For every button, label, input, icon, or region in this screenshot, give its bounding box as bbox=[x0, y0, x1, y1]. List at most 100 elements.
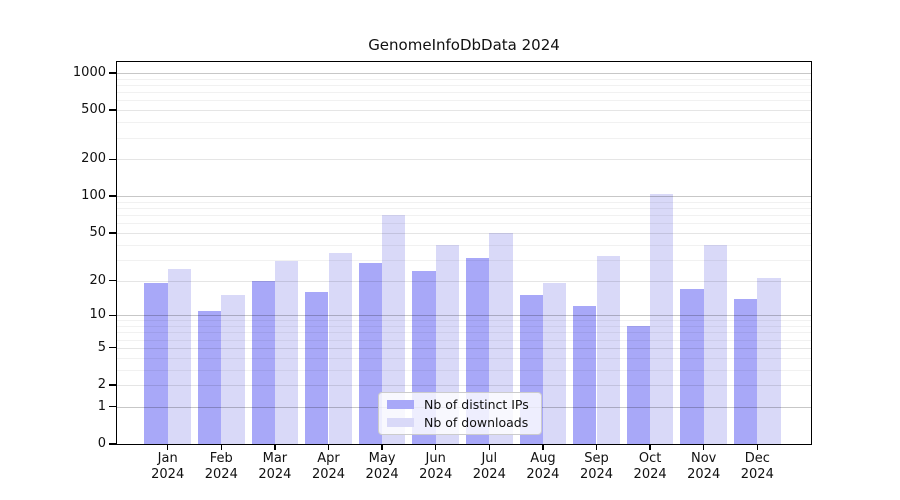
legend-swatch-downloads bbox=[387, 418, 414, 427]
y-tick-label-500: 500 bbox=[81, 102, 106, 118]
bar-downloads-apr bbox=[328, 253, 352, 444]
legend-label-downloads: Nb of downloads bbox=[424, 415, 529, 430]
bar-downloads-feb bbox=[221, 295, 245, 444]
chart-title: GenomeInfoDbData 2024 bbox=[368, 36, 560, 54]
x-tick-label-jan: Jan 2024 bbox=[136, 451, 200, 483]
gridline-minor-300 bbox=[117, 137, 811, 139]
y-tick-label-2: 2 bbox=[97, 377, 106, 392]
gridline-minor-900 bbox=[117, 78, 811, 80]
x-tick-month: Apr bbox=[317, 451, 340, 466]
y-tick-mark-5 bbox=[109, 347, 116, 349]
x-tick-label-jun: Jun 2024 bbox=[404, 451, 468, 483]
x-tick-year: 2024 bbox=[687, 467, 721, 482]
y-tick-mark-10 bbox=[109, 314, 116, 316]
x-tick-year: 2024 bbox=[579, 467, 614, 482]
x-tick-mark-oct bbox=[649, 444, 651, 450]
y-tick-label-1: 1 bbox=[97, 398, 106, 414]
x-tick-month: Nov bbox=[691, 451, 717, 466]
gridline-1000 bbox=[117, 73, 811, 74]
y-tick-label-200: 200 bbox=[81, 151, 106, 167]
x-tick-mark-sep bbox=[595, 444, 598, 450]
bar-downloads-jan bbox=[167, 269, 192, 444]
bar-distinct-ips-apr bbox=[305, 291, 329, 444]
x-tick-mark-mar bbox=[274, 444, 276, 450]
x-tick-label-feb: Feb 2024 bbox=[189, 451, 253, 483]
x-tick-year: 2024 bbox=[311, 467, 346, 482]
gridline-minor-400 bbox=[117, 122, 811, 124]
x-tick-year: 2024 bbox=[633, 467, 667, 482]
x-tick-month: Dec bbox=[744, 451, 770, 466]
bar-distinct-ips-dec bbox=[733, 298, 758, 444]
legend-label-distinct-ips: Nb of distinct IPs bbox=[424, 397, 529, 412]
y-tick-mark-20 bbox=[109, 279, 116, 282]
bar-distinct-ips-jan bbox=[144, 283, 168, 444]
gridline-500 bbox=[117, 110, 811, 112]
plot-area bbox=[117, 62, 811, 444]
x-tick-mark-feb bbox=[220, 444, 222, 450]
y-tick-mark-1 bbox=[109, 406, 116, 408]
x-tick-mark-nov bbox=[703, 444, 705, 450]
x-tick-mark-jan bbox=[167, 444, 169, 450]
bar-distinct-ips-feb bbox=[197, 310, 222, 444]
x-tick-mark-may bbox=[381, 444, 383, 450]
x-tick-month: Mar bbox=[262, 451, 288, 466]
y-tick-mark-50 bbox=[109, 232, 116, 234]
bar-downloads-may bbox=[382, 215, 406, 444]
x-tick-label-jul: Jul 2024 bbox=[457, 451, 521, 483]
x-tick-year: 2024 bbox=[151, 467, 185, 482]
x-tick-label-apr: Apr 2024 bbox=[297, 451, 361, 483]
x-tick-year: 2024 bbox=[419, 467, 453, 482]
x-tick-label-oct: Oct 2024 bbox=[618, 451, 682, 483]
gridline-minor-90 bbox=[117, 201, 811, 203]
legend-item-downloads: Nb of downloads bbox=[387, 415, 533, 430]
gridline-minor-80 bbox=[117, 208, 811, 210]
y-tick-mark-0 bbox=[109, 443, 116, 445]
bar-distinct-ips-mar bbox=[251, 280, 275, 444]
gridline-minor-60 bbox=[117, 223, 811, 225]
x-tick-month: Jun bbox=[425, 451, 446, 466]
y-tick-mark-200 bbox=[109, 158, 116, 160]
y-tick-label-100: 100 bbox=[81, 188, 106, 204]
bar-downloads-mar bbox=[274, 261, 299, 444]
y-tick-label-10: 10 bbox=[89, 307, 106, 323]
gridline-200 bbox=[117, 159, 811, 161]
gridline-50 bbox=[117, 232, 811, 234]
bar-distinct-ips-may bbox=[358, 263, 383, 444]
gridline-minor-70 bbox=[117, 215, 811, 217]
x-tick-month: Feb bbox=[209, 451, 233, 466]
bar-downloads-nov bbox=[703, 244, 728, 444]
legend-item-distinct-ips: Nb of distinct IPs bbox=[387, 397, 533, 412]
bar-downloads-jul bbox=[489, 232, 513, 444]
y-tick-mark-100 bbox=[109, 195, 116, 197]
y-tick-mark-2 bbox=[109, 384, 116, 386]
x-tick-label-nov: Nov 2024 bbox=[672, 451, 736, 483]
y-tick-mark-500 bbox=[109, 109, 116, 111]
bar-downloads-dec bbox=[757, 278, 781, 444]
x-tick-month: Aug bbox=[530, 451, 556, 466]
bar-distinct-ips-nov bbox=[680, 288, 704, 444]
x-tick-year: 2024 bbox=[365, 467, 399, 482]
y-tick-label-1000: 1000 bbox=[72, 65, 106, 80]
y-tick-label-0: 0 bbox=[97, 436, 106, 451]
x-tick-month: Sep bbox=[584, 451, 609, 466]
y-tick-label-20: 20 bbox=[89, 272, 106, 288]
bar-downloads-aug bbox=[542, 283, 567, 444]
x-tick-mark-jul bbox=[488, 444, 490, 450]
bar-distinct-ips-sep bbox=[573, 306, 597, 444]
y-tick-mark-1000 bbox=[109, 72, 116, 74]
bar-distinct-ips-oct bbox=[626, 326, 651, 444]
x-tick-month: Jan bbox=[157, 451, 178, 466]
gridline-100 bbox=[117, 196, 811, 198]
x-tick-label-mar: Mar 2024 bbox=[243, 451, 307, 483]
x-tick-month: Jul bbox=[481, 451, 498, 466]
x-tick-year: 2024 bbox=[526, 467, 560, 482]
bar-downloads-oct bbox=[650, 193, 674, 444]
x-tick-mark-dec bbox=[756, 444, 758, 450]
bar-downloads-sep bbox=[596, 256, 620, 444]
y-tick-label-5: 5 bbox=[97, 339, 106, 355]
legend: Nb of distinct IPs Nb of downloads bbox=[378, 392, 542, 435]
x-tick-mark-apr bbox=[327, 444, 330, 450]
x-tick-month: May bbox=[368, 451, 396, 466]
x-tick-label-may: May 2024 bbox=[350, 451, 414, 483]
